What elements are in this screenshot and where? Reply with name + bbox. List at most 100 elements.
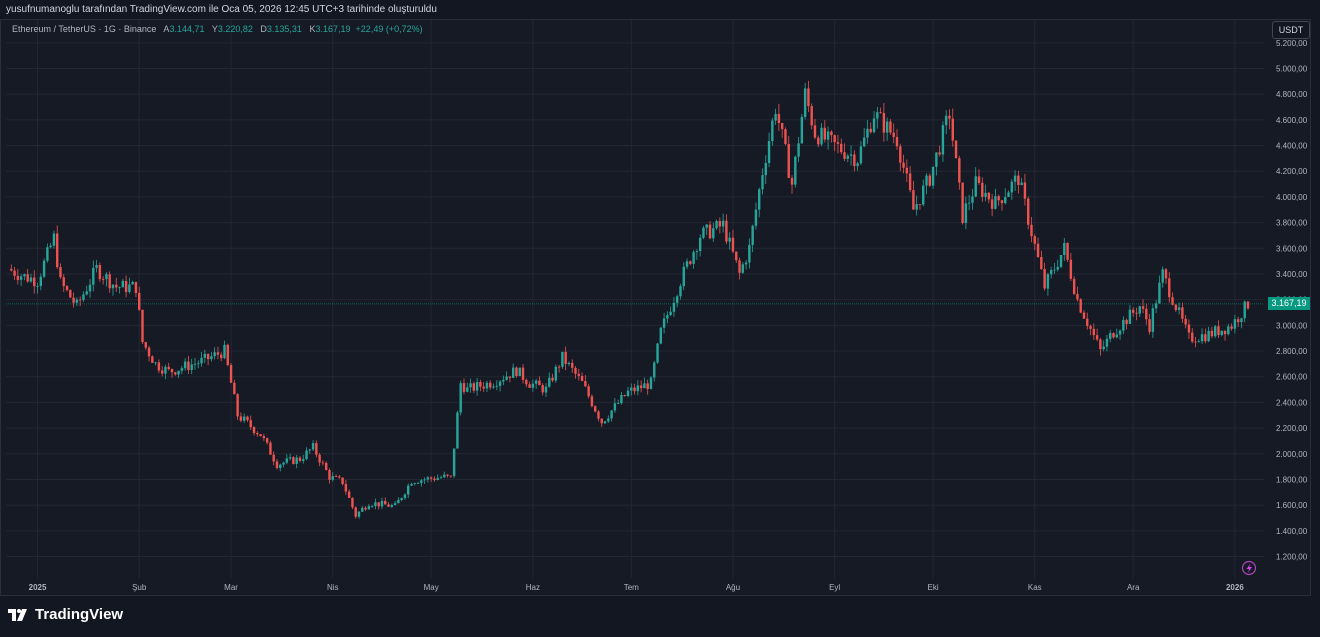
candle-body — [1181, 307, 1184, 319]
currency-button[interactable]: USDT — [1272, 21, 1310, 39]
candle-body — [1007, 192, 1010, 197]
candle-body — [738, 260, 741, 273]
candle-body — [534, 380, 538, 384]
candle-body — [725, 220, 728, 242]
candle-body — [603, 421, 607, 424]
candle-body — [397, 499, 400, 504]
candle-body — [1220, 330, 1223, 336]
candle-body — [1174, 304, 1178, 311]
candle-body — [1040, 256, 1043, 269]
candle-body — [613, 403, 617, 411]
candle-body — [367, 506, 371, 510]
price-tick-label: 5.200,00 — [1276, 39, 1308, 48]
candle-body — [571, 362, 574, 368]
low-label: D — [260, 24, 267, 34]
candle-body — [554, 366, 558, 381]
candle-body — [1227, 326, 1230, 335]
price-tick-label: 2.000,00 — [1276, 450, 1308, 459]
candle-body — [98, 265, 102, 280]
candle-body — [377, 502, 380, 507]
candle-body — [374, 502, 377, 507]
candle-body — [403, 494, 407, 499]
candle-body — [544, 386, 548, 393]
candle-body — [935, 152, 938, 167]
date-tick-label: Mar — [224, 583, 238, 592]
candle-body — [315, 443, 318, 455]
candle-body — [157, 362, 161, 371]
candle-body — [174, 372, 177, 375]
candle-body — [748, 244, 751, 263]
candle-body — [242, 416, 246, 421]
date-tick-label: Tem — [624, 583, 639, 592]
candle-body — [1046, 274, 1050, 289]
candle-body — [328, 470, 331, 480]
candle-body — [813, 125, 817, 138]
candle-body — [308, 449, 311, 451]
candle-body — [1020, 182, 1023, 186]
candle-body — [994, 196, 997, 209]
chart-panel[interactable] — [0, 19, 1311, 596]
candle-body — [659, 327, 663, 344]
symbol-name[interactable]: Ethereum / TetherUS · 1G · Binance — [12, 24, 157, 34]
candle-body — [147, 347, 151, 357]
candle-body — [643, 383, 646, 389]
candle-body — [193, 363, 197, 365]
candle-body — [843, 152, 846, 159]
candle-body — [771, 120, 774, 142]
candle-body — [413, 483, 416, 485]
date-tick-label: 2025 — [29, 583, 47, 592]
lightning-icon[interactable] — [1241, 560, 1257, 576]
candle-body — [633, 387, 636, 392]
candle-body — [475, 382, 479, 391]
candle-body — [141, 309, 144, 343]
candle-body — [879, 112, 882, 114]
candle-body — [482, 386, 485, 389]
candle-body — [256, 433, 259, 435]
candle-body — [492, 386, 495, 388]
candle-body — [751, 225, 754, 245]
candle-body — [1233, 319, 1237, 329]
candle-body — [1043, 268, 1046, 289]
candle-body — [272, 454, 275, 462]
candle-body — [590, 396, 594, 407]
candle-body — [548, 377, 551, 387]
candle-body — [869, 128, 872, 133]
candle-body — [521, 367, 525, 380]
candle-body — [1194, 341, 1197, 343]
price-tick-label: 4.200,00 — [1276, 167, 1308, 176]
candle-body — [744, 262, 748, 265]
candle-body — [695, 251, 699, 253]
candle-body — [800, 116, 804, 144]
candle-body — [1063, 242, 1066, 255]
candle-body — [626, 390, 630, 397]
candle-body — [485, 382, 489, 389]
candle-body — [941, 125, 945, 155]
candle-body — [803, 88, 807, 117]
candle-body — [16, 275, 20, 280]
candle-body — [213, 352, 216, 357]
candle-body — [121, 280, 125, 288]
candle-body — [341, 477, 344, 485]
candle-body — [92, 267, 95, 285]
candle-body — [679, 286, 682, 297]
candle-body — [1118, 330, 1122, 335]
candle-body — [951, 118, 954, 141]
price-tick-label: 3.400,00 — [1276, 270, 1308, 279]
candle-body — [705, 224, 708, 228]
candle-body — [833, 135, 836, 143]
candle-body — [321, 462, 325, 464]
candle-body — [997, 196, 1000, 201]
candle-body — [29, 277, 33, 282]
candle-body — [69, 289, 72, 298]
tradingview-logo[interactable]: TradingView — [8, 606, 123, 623]
candle-body — [731, 237, 735, 252]
candle-body — [1191, 332, 1194, 342]
candle-body — [436, 477, 439, 481]
time-axis[interactable]: 2025 Şub Mar Nis May Haz Tem Ağu Eyl Eki Kas Ara 202… — [29, 583, 1245, 592]
candle-body — [88, 284, 92, 292]
candle-body — [593, 406, 597, 412]
footer: TradingView — [0, 597, 1320, 637]
candle-body — [1017, 175, 1020, 186]
candle-body — [305, 450, 308, 460]
price-chart[interactable]: 1.200,00 1.400,00 1.600,00 1.800,00 2.000,00… — [0, 19, 1311, 596]
